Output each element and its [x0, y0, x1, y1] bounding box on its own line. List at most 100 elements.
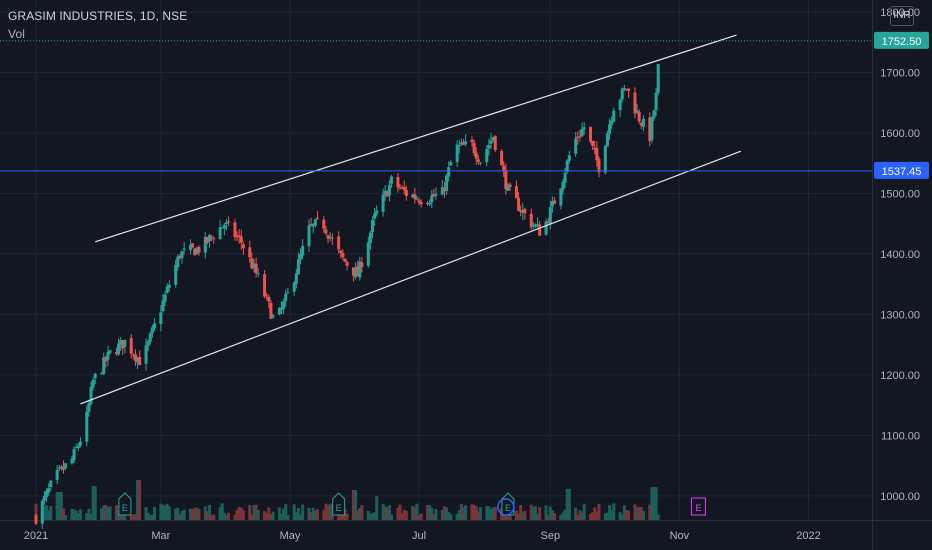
- volume-bar: [74, 510, 78, 520]
- candle-body: [519, 211, 523, 213]
- candle-body: [100, 372, 104, 374]
- candle-body: [387, 184, 391, 196]
- volume-bar: [489, 509, 493, 520]
- x-tick-label: Mar: [151, 530, 170, 542]
- volume-bar: [656, 514, 660, 520]
- volume-bar: [582, 503, 586, 520]
- candle-body: [426, 202, 430, 204]
- volume-bar: [307, 507, 311, 520]
- candle-body: [402, 187, 406, 191]
- volume-bar: [387, 505, 391, 520]
- x-tick-label: Sep: [541, 530, 561, 542]
- candle-body: [284, 293, 288, 301]
- candle-body: [40, 500, 44, 524]
- candle-body: [504, 170, 508, 190]
- candle-body: [224, 222, 228, 224]
- volume-bar: [284, 504, 288, 520]
- candle-body: [237, 235, 241, 237]
- volume-bar: [576, 514, 580, 520]
- candle-body: [78, 441, 82, 446]
- volume-bar: [47, 510, 51, 520]
- volume-bar: [567, 488, 571, 520]
- candle-body: [212, 238, 216, 240]
- volume-bar: [182, 509, 186, 520]
- volume-bar: [650, 487, 654, 520]
- volume-bar: [70, 509, 74, 520]
- volume-bar: [360, 505, 364, 520]
- candle-body: [476, 159, 480, 162]
- candle-body: [55, 469, 59, 481]
- candle-body: [470, 139, 474, 142]
- candle-body: [565, 160, 569, 172]
- candle-body: [358, 261, 362, 278]
- candle-body: [150, 327, 154, 334]
- volume-bar: [282, 508, 286, 520]
- candle-body: [580, 129, 584, 136]
- volume-bar: [440, 509, 444, 520]
- candle-body: [366, 242, 370, 266]
- candle-body: [129, 338, 133, 354]
- volume-bar: [593, 507, 597, 520]
- candle-body: [263, 274, 267, 297]
- volume-bar: [324, 503, 328, 520]
- candle-body: [351, 267, 355, 276]
- volume-indicator-label[interactable]: Vol: [8, 27, 25, 41]
- candle-body: [203, 236, 207, 253]
- candle-body: [182, 248, 186, 250]
- candle-body: [624, 89, 628, 91]
- candle-body: [398, 187, 402, 189]
- volume-bar: [313, 510, 317, 520]
- candle-body: [654, 92, 658, 111]
- channel-lower-trendline: [80, 150, 741, 405]
- volume-bar: [100, 508, 104, 520]
- candle-body: [597, 159, 601, 173]
- candle-body: [413, 194, 417, 199]
- volume-bar: [580, 512, 584, 520]
- volume-bar: [553, 513, 557, 520]
- candle-body: [593, 147, 597, 150]
- volume-bar: [476, 511, 480, 520]
- volume-bar: [87, 508, 91, 520]
- volume-bar: [618, 511, 622, 520]
- y-tick-label: 1400.00: [880, 249, 920, 261]
- candle-body: [191, 243, 195, 248]
- candle-body: [650, 117, 654, 141]
- candle-body: [371, 219, 375, 232]
- candle-body: [434, 193, 438, 196]
- candle-body: [428, 202, 432, 205]
- candle-body: [337, 236, 341, 250]
- volume-bar: [442, 506, 446, 520]
- volume-bar: [286, 514, 290, 520]
- candle-body: [34, 515, 38, 524]
- volume-bar: [161, 504, 165, 520]
- candle-body: [106, 352, 110, 360]
- volume-bar: [381, 504, 385, 520]
- volume-bar: [641, 511, 645, 520]
- volume-bar: [85, 512, 89, 520]
- candle-body: [328, 237, 332, 239]
- last-price-label: 1752.50: [882, 36, 922, 48]
- candle-body: [57, 467, 61, 469]
- x-tick-label: Nov: [670, 530, 690, 542]
- earnings-marker-label: E: [505, 503, 511, 513]
- candle-body: [315, 217, 319, 219]
- volume-bar: [608, 505, 612, 520]
- candle-body: [506, 184, 510, 191]
- currency-badge[interactable]: INR: [890, 6, 914, 26]
- dividend-marker: [497, 498, 515, 516]
- candle-body: [121, 340, 125, 349]
- volume-bar: [138, 480, 142, 520]
- volume-bar: [417, 514, 421, 520]
- symbol-title[interactable]: GRASIM INDUSTRIES, 1D, NSE: [8, 9, 188, 23]
- candle-body: [330, 237, 334, 239]
- volume-bar: [233, 514, 237, 520]
- volume-bar: [256, 509, 260, 520]
- volume-bar: [328, 503, 332, 520]
- candle-body: [652, 110, 656, 118]
- volume-bar: [271, 511, 275, 520]
- volume-bar: [470, 504, 474, 520]
- volume-bar: [565, 488, 569, 520]
- volume-bar: [210, 515, 214, 520]
- candle-body: [131, 354, 135, 356]
